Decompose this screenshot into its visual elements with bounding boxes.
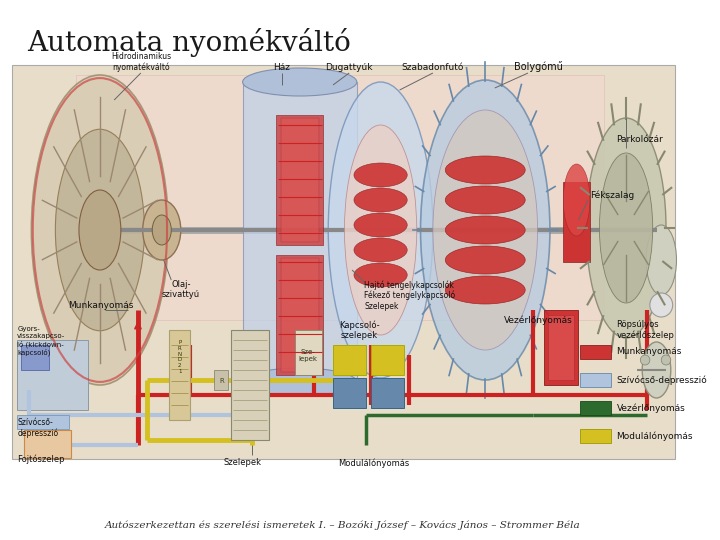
Ellipse shape bbox=[354, 263, 408, 287]
FancyBboxPatch shape bbox=[371, 378, 405, 408]
Ellipse shape bbox=[563, 164, 590, 236]
FancyBboxPatch shape bbox=[563, 182, 590, 262]
Ellipse shape bbox=[642, 342, 671, 398]
Text: Ház: Ház bbox=[273, 63, 290, 72]
FancyBboxPatch shape bbox=[276, 115, 323, 245]
Text: Modulálónyomás: Modulálónyomás bbox=[338, 458, 409, 468]
Text: Szívócső-depresszió: Szívócső-depresszió bbox=[616, 375, 707, 384]
Text: Parkolózár: Parkolózár bbox=[616, 136, 663, 145]
Text: Kapcsoló-
szelepek: Kapcsoló- szelepek bbox=[339, 320, 380, 340]
Text: R: R bbox=[220, 378, 224, 384]
FancyBboxPatch shape bbox=[76, 75, 604, 320]
FancyBboxPatch shape bbox=[17, 340, 89, 410]
FancyBboxPatch shape bbox=[333, 345, 366, 375]
Ellipse shape bbox=[354, 238, 408, 262]
Text: Munkanyomás: Munkanyomás bbox=[68, 300, 134, 309]
Text: Hajtó tengelykapcsolók
Fékező tengelykapcsoló
Szelepek: Hajtó tengelykapcsolók Fékező tengelykap… bbox=[364, 280, 456, 311]
Text: P
R
N
D
2
1: P R N D 2 1 bbox=[178, 340, 182, 374]
Ellipse shape bbox=[32, 75, 168, 385]
Text: Szelepek: Szelepek bbox=[224, 458, 261, 467]
FancyBboxPatch shape bbox=[17, 415, 69, 429]
Text: Szívócső-
depresszió: Szívócső- depresszió bbox=[17, 418, 58, 438]
Ellipse shape bbox=[243, 368, 357, 396]
FancyBboxPatch shape bbox=[24, 430, 71, 458]
Ellipse shape bbox=[586, 118, 666, 338]
Text: Bolygómű: Bolygómű bbox=[514, 61, 562, 72]
Text: Munkanyomás: Munkanyomás bbox=[616, 348, 682, 356]
FancyBboxPatch shape bbox=[544, 310, 577, 385]
Ellipse shape bbox=[640, 355, 650, 365]
FancyBboxPatch shape bbox=[243, 82, 357, 382]
Text: Fojtószelep: Fojtószelep bbox=[17, 455, 65, 464]
Ellipse shape bbox=[354, 188, 408, 212]
Ellipse shape bbox=[55, 129, 145, 330]
Text: Vezérlőnyomás: Vezérlőnyomás bbox=[504, 315, 573, 325]
Ellipse shape bbox=[243, 68, 357, 96]
FancyBboxPatch shape bbox=[580, 429, 611, 443]
FancyBboxPatch shape bbox=[12, 65, 675, 459]
Ellipse shape bbox=[445, 216, 525, 244]
FancyBboxPatch shape bbox=[21, 345, 50, 370]
FancyBboxPatch shape bbox=[371, 345, 405, 375]
FancyBboxPatch shape bbox=[276, 255, 323, 375]
FancyBboxPatch shape bbox=[548, 315, 574, 380]
FancyBboxPatch shape bbox=[281, 258, 319, 372]
Ellipse shape bbox=[328, 82, 433, 378]
Ellipse shape bbox=[152, 215, 171, 245]
Ellipse shape bbox=[445, 246, 525, 274]
Text: Automata nyomékváltó: Automata nyomékváltó bbox=[27, 28, 351, 57]
FancyBboxPatch shape bbox=[169, 330, 190, 420]
FancyBboxPatch shape bbox=[580, 345, 611, 359]
Text: Szabadonfutó: Szabadonfutó bbox=[402, 63, 464, 72]
FancyBboxPatch shape bbox=[214, 370, 228, 390]
FancyBboxPatch shape bbox=[281, 118, 319, 242]
Text: Gyors-
visszakapcso-
ló (kickdown-
kapcsoló): Gyors- visszakapcso- ló (kickdown- kapcs… bbox=[17, 326, 66, 356]
Ellipse shape bbox=[354, 213, 408, 237]
Ellipse shape bbox=[433, 110, 538, 350]
Ellipse shape bbox=[650, 293, 672, 317]
Text: Vezérlőnyomás: Vezérlőnyomás bbox=[616, 403, 685, 413]
FancyBboxPatch shape bbox=[231, 330, 269, 440]
Text: Röpsúlyos
vezérlőszelep: Röpsúlyos vezérlőszelep bbox=[616, 320, 675, 340]
Ellipse shape bbox=[445, 276, 525, 304]
Text: Dugattyúk: Dugattyúk bbox=[325, 63, 373, 72]
Ellipse shape bbox=[600, 153, 653, 303]
Ellipse shape bbox=[445, 186, 525, 214]
FancyBboxPatch shape bbox=[580, 373, 611, 387]
FancyBboxPatch shape bbox=[295, 330, 322, 375]
Ellipse shape bbox=[344, 125, 417, 335]
Text: Fékszalag: Fékszalag bbox=[590, 190, 634, 200]
Ellipse shape bbox=[445, 156, 525, 184]
Text: Olaj-
szivattyú: Olaj- szivattyú bbox=[162, 280, 200, 299]
Ellipse shape bbox=[420, 80, 550, 380]
Ellipse shape bbox=[79, 190, 121, 270]
Text: Sze-
lepek: Sze- lepek bbox=[299, 348, 318, 361]
Ellipse shape bbox=[661, 355, 671, 365]
Ellipse shape bbox=[354, 163, 408, 187]
Text: Autószerkezettan és szerelési ismeretek I. – Bozóki József – Kovács János – Stro: Autószerkezettan és szerelési ismeretek … bbox=[104, 521, 580, 530]
FancyBboxPatch shape bbox=[580, 401, 611, 415]
Text: Hidrodinamikus
nyomatékváltó: Hidrodinamikus nyomatékváltó bbox=[111, 52, 171, 72]
Ellipse shape bbox=[646, 225, 677, 295]
Ellipse shape bbox=[143, 200, 181, 260]
FancyBboxPatch shape bbox=[333, 378, 366, 408]
Text: Modulálónyomás: Modulálónyomás bbox=[616, 431, 693, 441]
